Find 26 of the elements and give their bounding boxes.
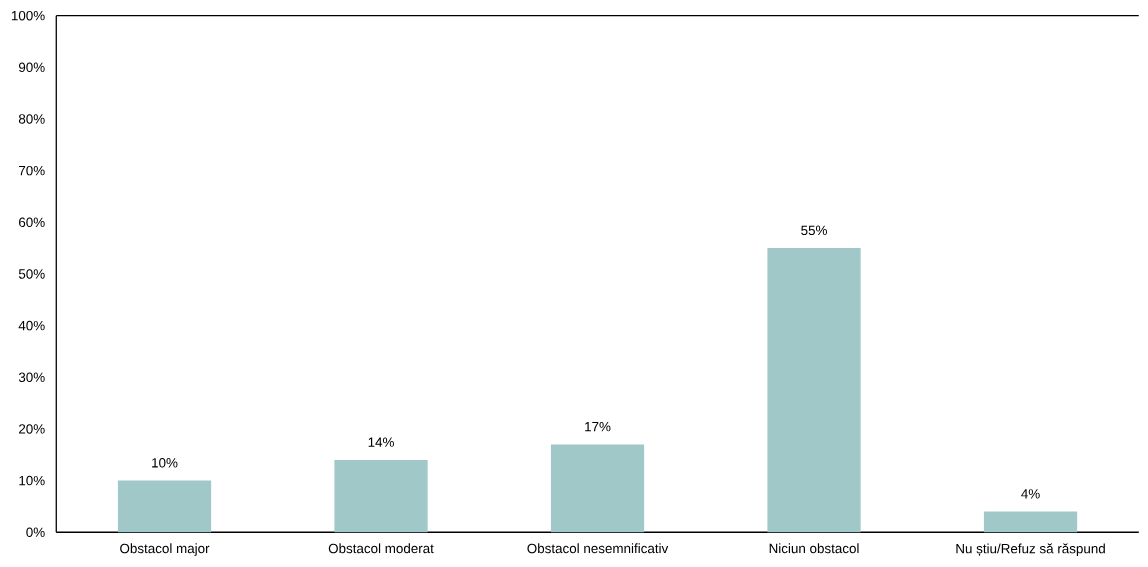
x-tick-label: Nu știu/Refuz să răspund	[956, 543, 1105, 557]
bar	[983, 511, 1078, 533]
data-label: 10%	[152, 458, 178, 468]
y-tick-label: 40%	[18, 320, 45, 331]
x-tick-label: Niciun obstacol	[769, 543, 859, 554]
x-tick-label: Obstacol nesemnificativ	[527, 543, 669, 554]
data-label: 14%	[368, 437, 394, 447]
y-tick-label: 20%	[19, 424, 45, 434]
y-tick-label: 30%	[18, 372, 45, 383]
bar	[550, 444, 645, 533]
y-tick-label: 80%	[18, 114, 45, 124]
x-tick-label: Obstacol major	[120, 543, 210, 556]
data-label: 4%	[1021, 489, 1040, 499]
bar	[334, 459, 428, 533]
y-tick-label: 60%	[19, 217, 45, 228]
data-label: 17%	[585, 421, 611, 432]
y-tick-label: 90%	[18, 62, 45, 73]
data-label: 55%	[801, 225, 827, 236]
y-tick-label: 100%	[11, 10, 45, 21]
y-tick-label: 10%	[19, 475, 45, 486]
y-tick-label: 50%	[18, 269, 45, 279]
bar	[117, 480, 212, 533]
x-tick-label: Obstacol moderat	[328, 543, 434, 554]
y-tick-label: 0%	[26, 527, 45, 538]
y-tick-label: 70%	[19, 165, 45, 176]
bar	[767, 248, 861, 533]
